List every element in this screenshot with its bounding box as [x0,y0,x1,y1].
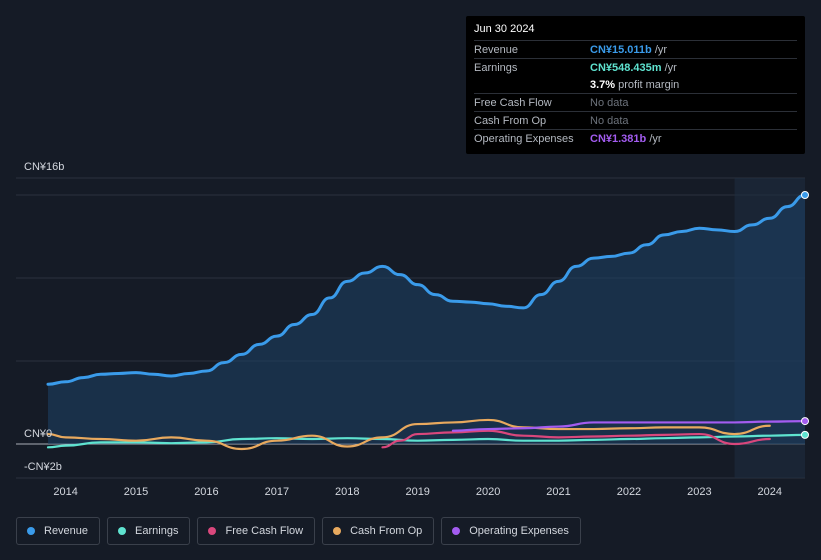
series-lines [46,193,807,451]
legend-dot-icon [333,527,342,535]
legend-label: Cash From Op [350,525,423,537]
tooltip-row-label: Earnings [474,61,518,74]
legend-item-revenue[interactable]: Revenue [16,517,101,545]
operating-expenses-end-point [801,417,809,426]
x-axis-ticks: 2014 2015 2016 2017 2018 2019 2020 2021 2022 2023… [53,486,782,498]
legend-dot-icon [27,527,35,535]
tooltip-row: Earnings CN¥548.435m /yr [474,58,797,76]
x-tick-label: 2022 [617,486,641,498]
revenue-end-point [801,191,809,199]
legend-dot-icon [118,527,127,535]
tooltip-row-value: No data [590,114,629,127]
x-tick-label: 2015 [124,486,148,498]
tooltip-row-value: CN¥15.011b /yr [590,43,668,56]
cash-from-op-line [46,418,771,451]
revenue-line [46,193,807,386]
earnings-line [46,433,807,449]
tooltip-row-value: 3.7% profit margin [590,78,680,91]
data-tooltip: Jun 30 2024 Revenue CN¥15.011b /yr Earning… [466,16,805,154]
tooltip-row-value: CN¥548.435m /yr [590,61,677,74]
x-tick-label: 2017 [265,486,289,498]
earnings-end-point [801,430,809,439]
tooltip-row-label: Free Cash Flow [474,96,552,109]
legend-label: Operating Expenses [469,525,569,537]
tooltip-row-label: Operating Expenses [474,132,574,145]
tooltip-row-value: CN¥1.381b /yr [590,132,662,145]
legend-label: Revenue [44,525,89,537]
tooltip-row: Cash From Op No data [474,111,797,129]
legend-dot-icon [208,527,217,535]
legend-item-operating-expenses[interactable]: Operating Expenses [441,517,581,545]
tooltip-rows: Revenue CN¥15.011b /yr Earnings CN¥548.435m… [474,40,797,147]
tooltip-row: Free Cash Flow No data [474,93,797,111]
series-end-markers [801,191,809,439]
x-tick-label: 2018 [335,486,359,498]
y-axis-label-bottom: -CN¥2b [24,461,62,473]
x-tick-label: 2023 [687,486,711,498]
chart-legend: Revenue Earnings Free Cash Flow Cash From O… [16,517,581,545]
legend-label: Earnings [135,525,179,537]
y-axis-label-zero: CN¥0 [24,428,52,440]
tooltip-row: Revenue CN¥15.011b /yr [474,40,797,58]
tooltip-row: Operating Expenses CN¥1.381b /yr [474,129,797,147]
free-cash-flow-line [381,429,771,449]
legend-item-free-cash-flow[interactable]: Free Cash Flow [197,517,316,545]
operating-expenses-line [451,419,807,432]
tooltip-row-label: Revenue [474,43,519,56]
tooltip-date: Jun 30 2024 [474,23,535,35]
revenue-area [48,195,805,444]
legend-item-cash-from-op[interactable]: Cash From Op [322,517,435,545]
series-areas [48,195,805,444]
tooltip-row: 3.7% profit margin [474,76,797,93]
legend-item-earnings[interactable]: Earnings [107,517,191,545]
y-axis-label-top: CN¥16b [24,161,64,173]
tooltip-row-label: Cash From Op [474,114,547,127]
x-tick-label: 2021 [546,486,570,498]
legend-dot-icon [452,527,461,535]
tooltip-row-value: No data [590,96,629,109]
x-tick-label: 2024 [758,486,782,498]
x-tick-label: 2019 [405,486,429,498]
x-tick-label: 2020 [476,486,500,498]
x-tick-label: 2016 [194,486,218,498]
legend-label: Free Cash Flow [225,525,304,537]
x-tick-label: 2014 [53,486,77,498]
